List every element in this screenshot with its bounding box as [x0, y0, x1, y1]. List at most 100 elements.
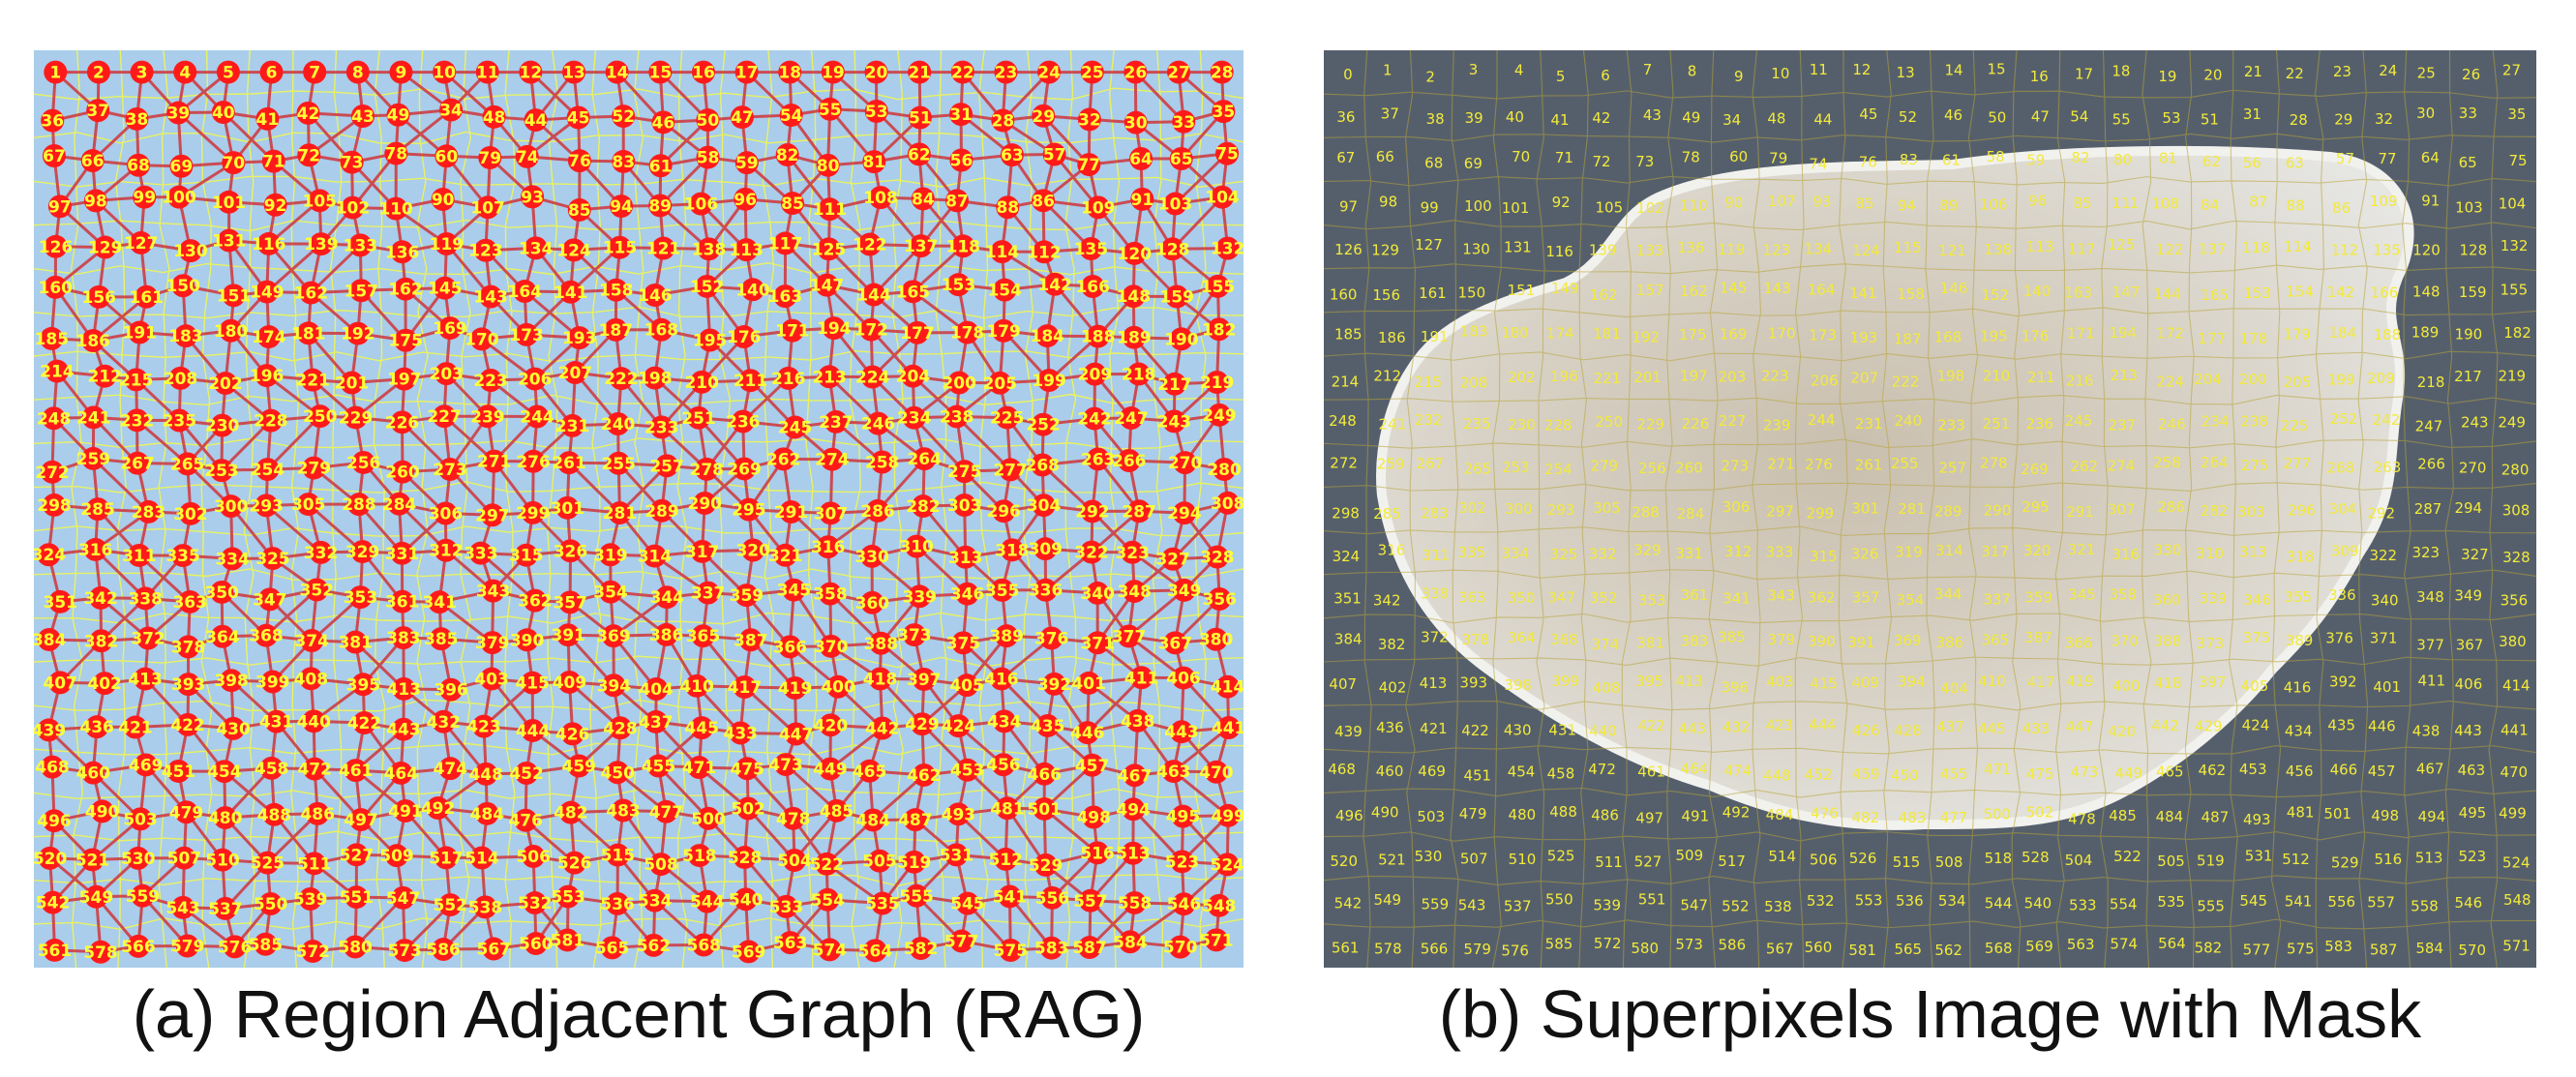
rag-node-label: 10 [433, 64, 456, 83]
rag-node [781, 806, 805, 830]
superpixel-label: 278 [1980, 455, 2008, 472]
rag-node-label: 112 [1027, 243, 1062, 262]
rag-node-label: 448 [468, 765, 503, 785]
rag-node [88, 940, 112, 964]
rag-node-label: 79 [478, 149, 501, 168]
rag-node [344, 759, 368, 783]
rag-node-label: 461 [339, 762, 374, 781]
rag-node-label: 419 [778, 679, 813, 699]
superpixel-label: 562 [1934, 942, 1962, 959]
rag-node [908, 60, 932, 84]
superpixel-label: 92 [1552, 194, 1571, 211]
superpixel-label: 571 [2502, 937, 2531, 954]
rag-node [1117, 624, 1141, 648]
superpixel-label: 181 [1593, 325, 1621, 343]
rag-node-label: 365 [686, 627, 721, 646]
rag-node [945, 189, 970, 213]
rag-node [567, 754, 591, 778]
rag-node-label: 552 [434, 896, 468, 915]
rag-node [523, 588, 547, 613]
rag-node-label: 453 [950, 762, 985, 781]
rag-node-label: 292 [1075, 502, 1110, 522]
rag-node [213, 896, 237, 920]
rag-node [826, 674, 851, 699]
superpixel-label: 547 [1680, 896, 1708, 913]
rag-node [947, 371, 972, 395]
superpixel-label: 328 [2502, 549, 2531, 566]
rag-node-label: 44 [524, 111, 548, 131]
rag-node-label: 74 [516, 148, 539, 167]
rag-node [481, 579, 505, 603]
rag-node-label: 85 [568, 201, 591, 221]
superpixel-label: 301 [1851, 499, 1879, 517]
rag-node [166, 759, 191, 783]
rag-node [476, 195, 500, 220]
superpixel-label: 503 [1417, 808, 1445, 825]
rag-node [255, 851, 280, 875]
rag-node-label: 166 [1075, 278, 1110, 297]
rag-node [773, 284, 797, 309]
rag-node [125, 106, 149, 131]
rag-node-label: 523 [1165, 853, 1200, 872]
rag-node [349, 808, 374, 832]
rag-node [171, 544, 195, 568]
superpixel-label: 231 [1855, 415, 1883, 433]
rag-node-label: 124 [556, 241, 591, 260]
rag-node-label: 273 [433, 461, 467, 480]
rag-node-label: 581 [551, 931, 585, 950]
rag-node-label: 249 [1202, 406, 1237, 426]
rag-node [1215, 674, 1240, 699]
rag-node-label: 570 [1163, 939, 1198, 958]
superpixel-label: 496 [1335, 807, 1363, 824]
rag-node-label: 219 [1200, 374, 1235, 393]
rag-node-label: 437 [639, 713, 674, 733]
rag-node [555, 928, 580, 952]
rag-node [819, 501, 843, 525]
rag-node-label: 430 [216, 720, 251, 739]
rag-node-label: 418 [863, 671, 898, 690]
rag-node-label: 487 [898, 811, 933, 830]
rag-node [167, 185, 192, 209]
superpixel-label: 147 [2112, 284, 2141, 301]
superpixel-label: 492 [1722, 804, 1751, 822]
rag-node [649, 317, 674, 342]
rag-node [911, 494, 935, 519]
superpixel-label: 318 [2287, 549, 2315, 566]
superpixel-label: 243 [2461, 414, 2489, 432]
superpixel-label: 65 [2459, 154, 2477, 171]
rag-node [1172, 501, 1196, 525]
rag-node-label: 111 [813, 200, 848, 220]
superpixel-label: 522 [2113, 848, 2142, 865]
rag-node [525, 404, 550, 429]
rag-node-label: 519 [897, 853, 932, 873]
rag-node [475, 801, 499, 825]
superpixel-label: 188 [2374, 326, 2402, 344]
rag-node-label: 463 [1156, 763, 1191, 782]
rag-node-label: 385 [424, 630, 459, 649]
rag-node [818, 97, 842, 121]
rag-node [869, 631, 893, 655]
rag-node [558, 280, 583, 304]
rag-node [1039, 936, 1063, 960]
rag-node [1168, 935, 1192, 959]
superpixel-label: 288 [1632, 504, 1660, 522]
rag-node [301, 940, 325, 964]
rag-node [1123, 110, 1148, 135]
rag-node-label: 367 [1158, 634, 1193, 653]
superpixel-label: 299 [1807, 505, 1835, 523]
rag-node [522, 845, 546, 869]
rag-node [815, 852, 839, 876]
superpixel-label: 327 [2461, 546, 2489, 563]
superpixel-label: 322 [2369, 547, 2397, 564]
superpixel-label: 552 [1722, 897, 1750, 914]
rag-node [475, 60, 499, 84]
superpixel-label: 566 [1421, 941, 1449, 958]
rag-node-label: 207 [558, 364, 593, 383]
rag-node-label: 376 [1034, 630, 1069, 649]
superpixel-label: 60 [1729, 148, 1748, 165]
rag-node [1170, 850, 1194, 874]
superpixel-label: 115 [1894, 239, 1922, 256]
superpixel-label: 209 [2367, 370, 2395, 387]
rag-node-label: 565 [595, 939, 630, 958]
superpixel-label: 485 [2109, 807, 2137, 824]
